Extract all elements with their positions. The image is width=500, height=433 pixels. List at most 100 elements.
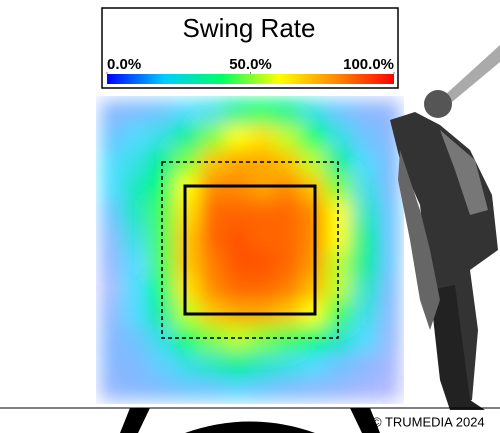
heat-cell	[175, 125, 201, 151]
heat-cell	[100, 300, 126, 326]
heat-cell	[250, 225, 276, 251]
heat-cell	[225, 200, 251, 226]
heat-cell	[175, 375, 201, 401]
heat-cell	[100, 100, 126, 126]
heat-cell	[225, 350, 251, 376]
heat-cell	[175, 250, 201, 276]
heat-cell	[100, 325, 126, 351]
heat-cell	[375, 250, 401, 276]
heat-cell	[300, 100, 326, 126]
heat-cell	[350, 175, 376, 201]
heat-cell	[175, 175, 201, 201]
heat-cell	[275, 200, 301, 226]
heat-cell	[350, 350, 376, 376]
heat-cell	[275, 225, 301, 251]
heat-cell	[175, 350, 201, 376]
heat-cell	[125, 225, 151, 251]
heat-cell	[125, 150, 151, 176]
heat-cell	[375, 225, 401, 251]
heat-cell	[125, 300, 151, 326]
heat-cell	[100, 200, 126, 226]
heat-cell	[275, 375, 301, 401]
heat-cell	[350, 225, 376, 251]
heat-cell	[225, 125, 251, 151]
heat-cell	[175, 100, 201, 126]
heat-cell	[200, 275, 226, 301]
heat-cell	[225, 375, 251, 401]
heat-cell	[275, 100, 301, 126]
heat-cell	[325, 100, 351, 126]
shadow-zone	[161, 161, 339, 339]
heat-cell	[175, 275, 201, 301]
heat-cell	[225, 250, 251, 276]
heat-cell	[350, 100, 376, 126]
heat-cell	[125, 200, 151, 226]
heat-cell	[100, 150, 126, 176]
heat-cell	[275, 275, 301, 301]
heat-cell	[150, 125, 176, 151]
heat-cell	[375, 200, 401, 226]
heat-cell	[150, 375, 176, 401]
heat-cell	[375, 350, 401, 376]
heat-cell	[275, 350, 301, 376]
colorbar	[107, 74, 394, 84]
heat-cell	[350, 300, 376, 326]
heat-cell	[275, 125, 301, 151]
heat-cell	[125, 250, 151, 276]
heat-cell	[325, 375, 351, 401]
heat-cell	[350, 150, 376, 176]
heat-cell	[200, 375, 226, 401]
heat-cell	[300, 350, 326, 376]
chart-title: Swing Rate	[183, 13, 316, 43]
heat-cell	[300, 225, 326, 251]
heat-cell	[125, 125, 151, 151]
heat-cell	[250, 375, 276, 401]
heat-cell	[350, 125, 376, 151]
heat-cell	[375, 175, 401, 201]
batter	[390, 45, 500, 410]
heat-cell	[250, 100, 276, 126]
heat-cell	[200, 125, 226, 151]
heat-cell	[100, 275, 126, 301]
heat-cell	[300, 250, 326, 276]
heat-cell	[250, 250, 276, 276]
heat-cell	[250, 125, 276, 151]
heat-cell	[100, 175, 126, 201]
heat-cell	[125, 375, 151, 401]
heat-cell	[250, 275, 276, 301]
heat-cell	[100, 225, 126, 251]
heat-cell	[325, 125, 351, 151]
heat-cell	[325, 350, 351, 376]
colorbar-tick-label: 50.0%	[229, 56, 272, 73]
heat-cell	[200, 175, 226, 201]
heat-cell	[375, 325, 401, 351]
home-plate	[185, 421, 315, 433]
heat-cell	[300, 175, 326, 201]
heat-cell	[100, 375, 126, 401]
heat-cell	[250, 200, 276, 226]
heat-cell	[125, 100, 151, 126]
heat-cell	[175, 200, 201, 226]
heat-cell	[225, 275, 251, 301]
heat-cell	[200, 350, 226, 376]
heat-cell	[100, 350, 126, 376]
heat-cell	[375, 275, 401, 301]
heat-cell	[125, 175, 151, 201]
batter-box-right	[350, 408, 380, 433]
heat-cell	[275, 250, 301, 276]
heat-cell	[375, 150, 401, 176]
colorbar-tick-label: 0.0%	[107, 56, 141, 73]
heat-cell	[300, 375, 326, 401]
heat-cell	[125, 350, 151, 376]
heat-cell	[200, 200, 226, 226]
heat-cell	[150, 350, 176, 376]
heat-cell	[225, 225, 251, 251]
heat-cell	[300, 275, 326, 301]
credit: © TRUMEDIA 2024	[372, 414, 485, 429]
heat-cell	[200, 225, 226, 251]
heat-cell	[350, 325, 376, 351]
heatmap	[100, 100, 401, 401]
heat-cell	[250, 350, 276, 376]
heat-cell	[300, 125, 326, 151]
